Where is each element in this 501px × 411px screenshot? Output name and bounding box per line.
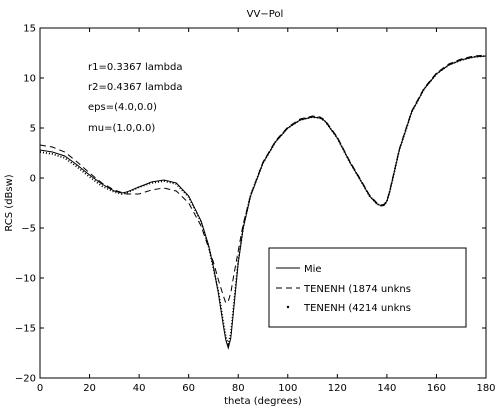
y-tick-label: 15 xyxy=(23,24,36,35)
x-axis-label: theta (degrees) xyxy=(224,396,302,407)
annotation-mu: mu=(1.0,0.0) xyxy=(88,123,155,134)
x-tick-label: 120 xyxy=(328,383,347,394)
chart-title: VV−Pol xyxy=(247,9,284,20)
x-tick-label: 20 xyxy=(83,383,96,394)
y-tick-label: −5 xyxy=(21,224,36,235)
y-tick-label: 0 xyxy=(30,174,36,185)
y-tick-label: 10 xyxy=(23,74,36,85)
parameter-annotations: r1=0.3367 lambda r2=0.4367 lambda eps=(4… xyxy=(88,62,183,134)
x-tick-label: 100 xyxy=(278,383,297,394)
y-tick-label: −10 xyxy=(15,274,36,285)
legend-swatch-tenenh-4214 xyxy=(286,305,290,309)
x-tick-label: 0 xyxy=(37,383,43,394)
y-axis-ticks: −20 −15 −10 −5 0 5 10 15 xyxy=(15,24,486,385)
plot-frame xyxy=(39,27,487,379)
x-tick-label: 60 xyxy=(182,383,195,394)
series-layer xyxy=(39,54,487,350)
x-tick-label: 80 xyxy=(232,383,245,394)
annotation-eps: eps=(4.0,0.0) xyxy=(88,102,157,113)
legend-label-tenenh-4214: TENENH (4214 unkns xyxy=(303,303,411,314)
y-tick-label: −20 xyxy=(15,374,36,385)
annotation-r2: r2=0.4367 lambda xyxy=(88,82,183,93)
x-tick-label: 160 xyxy=(427,383,446,394)
x-tick-label: 140 xyxy=(377,383,396,394)
x-tick-label: 40 xyxy=(133,383,146,394)
x-tick-label: 180 xyxy=(476,383,495,394)
y-tick-label: 5 xyxy=(30,124,36,135)
legend-label-mie: Mie xyxy=(304,264,322,275)
x-axis-ticks: 0 20 40 60 80 100 120 140 160 180 xyxy=(37,28,496,394)
legend: Mie TENENH (1874 unkns TENENH (4214 unkn… xyxy=(268,247,467,328)
y-axis-label: RCS (dBsw) xyxy=(4,174,15,231)
annotation-r1: r1=0.3367 lambda xyxy=(88,62,183,73)
y-tick-label: −15 xyxy=(15,324,36,335)
legend-box xyxy=(268,247,467,328)
legend-label-tenenh-1874: TENENH (1874 unkns xyxy=(303,284,411,295)
